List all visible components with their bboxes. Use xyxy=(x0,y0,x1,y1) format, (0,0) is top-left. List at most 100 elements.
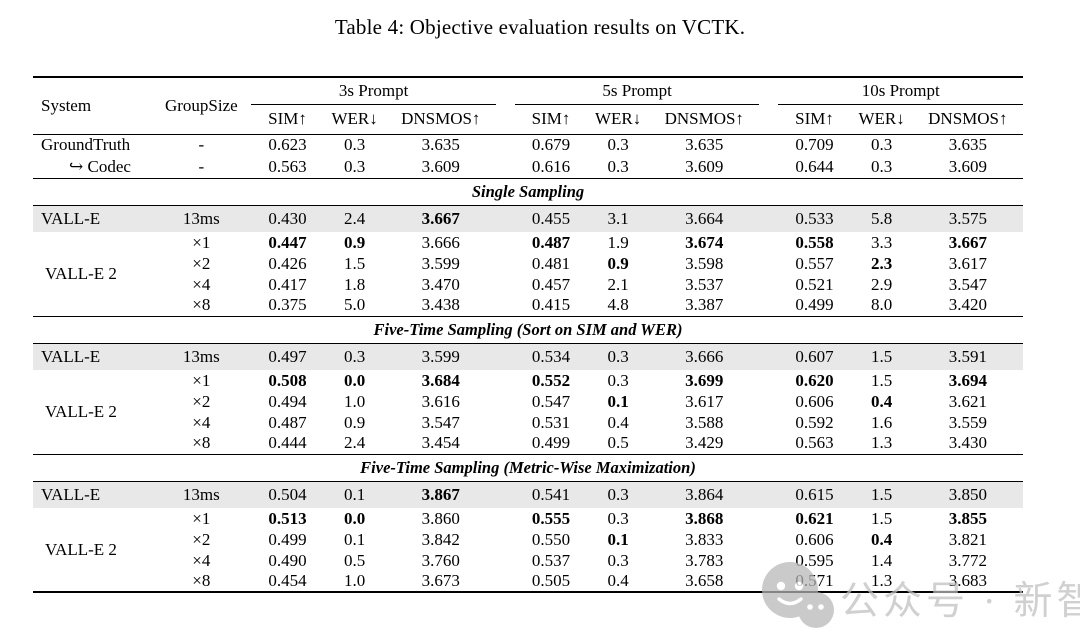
metric-cell: 0.1 xyxy=(323,481,386,508)
metric-cell: 8.0 xyxy=(870,295,893,315)
metric-cell: 0.3 xyxy=(607,550,629,570)
column-gap xyxy=(496,134,515,156)
metric-cell: 1.0 xyxy=(343,391,366,411)
metric-cell: 0.0 xyxy=(343,508,366,528)
metric-cell: 0.709 xyxy=(795,135,834,155)
column-gap xyxy=(496,508,515,529)
metric-cell: 0.537 xyxy=(531,550,571,570)
metric-cell: 0.557 xyxy=(795,253,834,273)
column-gap xyxy=(759,571,778,592)
column-gap xyxy=(759,481,779,508)
metric-header-sim: SIM↑ xyxy=(778,104,851,135)
metric-cell: 0.3 xyxy=(870,156,893,176)
metric-cell: 3.842 xyxy=(421,529,460,549)
metric-cell: 3.833 xyxy=(685,529,724,549)
metric-cell: 3.559 xyxy=(948,412,987,432)
table-row-valle2-x2: ×2 0.494 1.0 3.616 0.547 0.1 3.617 0.606… xyxy=(33,391,1023,412)
metric-cell: 3.609 xyxy=(948,156,987,176)
metric-cell: 3.760 xyxy=(421,550,460,570)
metric-cell: 3.599 xyxy=(421,253,460,273)
metric-cell: 0.417 xyxy=(268,274,307,294)
col-header-system: System xyxy=(33,77,152,135)
metric-cell: 1.9 xyxy=(607,232,629,252)
system-cell: ↪ Codec xyxy=(69,156,131,176)
groupsize-cell: 13ms xyxy=(151,343,252,370)
metric-cell: 0.3 xyxy=(343,156,366,176)
column-gap xyxy=(759,295,778,316)
metric-cell: 3.666 xyxy=(421,232,460,252)
metric-cell: 0.447 xyxy=(268,232,307,252)
table-row-codec: ↪ Codec - 0.563 0.3 3.609 0.616 0.3 3.60… xyxy=(33,156,1023,178)
column-gap xyxy=(496,295,515,316)
column-gap xyxy=(496,274,515,295)
metric-cell: 3.547 xyxy=(421,412,460,432)
metric-cell: 1.5 xyxy=(870,508,893,528)
metric-cell: 0.607 xyxy=(778,343,851,370)
metric-cell: 0.0 xyxy=(343,370,366,390)
column-gap xyxy=(759,391,778,412)
metric-cell: 0.644 xyxy=(795,156,834,176)
metric-cell: 0.9 xyxy=(343,232,366,252)
metric-cell: 0.4 xyxy=(870,529,893,549)
metric-cell: 0.454 xyxy=(268,571,307,590)
column-gap xyxy=(496,550,515,571)
groupsize-cell: ×1 xyxy=(192,232,211,252)
metric-cell: 0.595 xyxy=(795,550,834,570)
table-row-valle: VALL-E 13ms 0.504 0.1 3.867 0.541 0.3 3.… xyxy=(33,481,1023,508)
column-gap xyxy=(759,550,778,571)
metric-cell: 4.8 xyxy=(607,295,629,315)
metric-cell: 0.430 xyxy=(251,205,324,232)
metric-cell: 1.6 xyxy=(870,412,893,432)
groupsize-cell: ×1 xyxy=(192,370,211,390)
groupsize-cell: ×8 xyxy=(192,433,211,453)
metric-cell: 3.635 xyxy=(948,135,987,155)
system-cell: VALL-E xyxy=(33,343,152,370)
metric-cell: 3.429 xyxy=(685,433,724,453)
column-gap xyxy=(759,274,778,295)
column-gap xyxy=(496,433,515,454)
table-row-valle2-x2: ×2 0.499 0.1 3.842 0.550 0.1 3.833 0.606… xyxy=(33,529,1023,550)
metric-header-wer: WER↓ xyxy=(323,104,386,135)
column-gap xyxy=(759,104,779,135)
metric-cell: 0.616 xyxy=(531,156,571,176)
metric-cell: 0.457 xyxy=(531,274,571,294)
column-gap xyxy=(759,412,778,433)
metric-cell: 3.864 xyxy=(649,481,760,508)
column-gap xyxy=(495,205,515,232)
metric-cell: 0.5 xyxy=(607,433,629,453)
metric-cell: 3.387 xyxy=(685,295,724,315)
column-gap xyxy=(495,343,515,370)
column-gap xyxy=(759,253,778,274)
groupsize-cell: - xyxy=(198,135,205,155)
metric-header-sim: SIM↑ xyxy=(514,104,588,135)
metric-cell: 3.591 xyxy=(912,343,1023,370)
groupsize-cell: ×4 xyxy=(192,412,211,432)
metric-cell: 0.4 xyxy=(607,412,629,432)
table-row-valle2-x1: VALL-E 2 ×1 0.513 0.0 3.860 0.555 0.3 3.… xyxy=(33,508,1023,559)
metric-cell: 3.599 xyxy=(385,343,496,370)
table-row-valle2-x2: ×2 0.426 1.5 3.599 0.481 0.9 3.598 0.557… xyxy=(33,253,1023,274)
metric-cell: 3.617 xyxy=(948,253,987,273)
metric-cell: 0.455 xyxy=(514,205,588,232)
metric-cell: 1.3 xyxy=(870,433,893,453)
metric-cell: 0.550 xyxy=(531,529,571,549)
groupsize-cell: ×4 xyxy=(192,550,211,570)
metric-cell: 1.3 xyxy=(870,571,893,590)
metric-cell: 0.3 xyxy=(607,156,629,176)
table-row-valle2-x4: ×4 0.490 0.5 3.760 0.537 0.3 3.783 0.595… xyxy=(33,550,1023,571)
metric-cell: 0.499 xyxy=(795,295,834,315)
system-cell: GroundTruth xyxy=(41,135,131,155)
groupsize-cell: ×4 xyxy=(192,274,211,294)
metric-cell: 0.3 xyxy=(343,135,366,155)
metric-cell: 0.3 xyxy=(607,370,629,390)
metric-cell: 3.616 xyxy=(421,391,460,411)
metric-cell: 1.5 xyxy=(850,343,913,370)
metric-cell: 0.563 xyxy=(268,156,307,176)
column-gap xyxy=(495,481,515,508)
column-gap xyxy=(495,104,515,135)
metric-cell: 1.5 xyxy=(870,370,893,390)
column-gap xyxy=(496,77,515,104)
table-row-valle: VALL-E 13ms 0.497 0.3 3.599 0.534 0.3 3.… xyxy=(33,343,1023,370)
metric-cell: 0.499 xyxy=(268,529,307,549)
metric-cell: 0.487 xyxy=(268,412,307,432)
